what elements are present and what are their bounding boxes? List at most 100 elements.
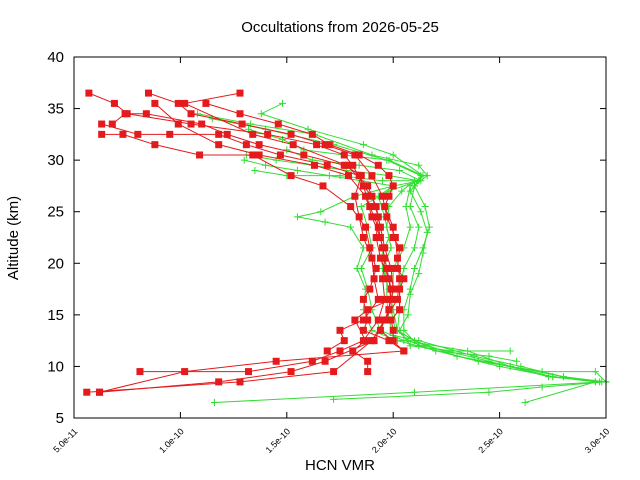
green-plus-point [387, 244, 395, 252]
red-square-point [372, 264, 380, 272]
red-square-point [389, 326, 397, 334]
red-square-point [144, 89, 152, 97]
green-plus-point [400, 264, 408, 272]
green-plus-point [304, 125, 312, 133]
green-plus-point [425, 223, 433, 231]
red-square-point [96, 388, 104, 396]
red-square-point [368, 192, 376, 200]
red-square-point [340, 161, 348, 169]
green-plus-point [485, 352, 493, 360]
red-square-point [287, 172, 295, 180]
red-square-point [374, 295, 382, 303]
red-square-point [374, 223, 382, 231]
green-plus-point [257, 110, 265, 118]
green-plus-point [398, 187, 406, 195]
red-square-point [359, 182, 367, 190]
y-axis: 5 10 15 20 25 30 35 40 [47, 49, 606, 427]
red-square-point [255, 151, 263, 159]
red-square-point [181, 99, 189, 107]
red-square-point [366, 244, 374, 252]
red-square-point [387, 295, 395, 303]
red-square-point [379, 192, 387, 200]
red-square-point [393, 254, 401, 262]
green-plus-point [410, 244, 418, 252]
red-square-point [389, 234, 397, 241]
green-plus-point [591, 368, 599, 376]
green-plus-point [406, 223, 414, 231]
red-square-point [340, 151, 348, 159]
red-square-point [174, 99, 182, 107]
red-square-point [376, 234, 384, 241]
red-square-point [359, 326, 367, 334]
green-plus-point [293, 213, 301, 221]
red-square-point [215, 130, 223, 138]
green-plus-point [410, 388, 418, 396]
red-square-point [359, 295, 367, 303]
red-square-point [255, 141, 263, 149]
red-square-point [364, 368, 372, 376]
red-square-point [308, 130, 316, 138]
red-square-point [385, 192, 393, 200]
red-square-point [276, 151, 284, 159]
red-square-point [362, 192, 370, 200]
green-plus-point [404, 311, 412, 319]
red-square-point [336, 347, 344, 355]
red-square-point [244, 368, 252, 376]
red-square-point [383, 213, 391, 221]
red-square-point [355, 151, 363, 159]
green-plus-point [317, 208, 325, 216]
green-plus-point [357, 203, 365, 211]
red-square-point [355, 213, 363, 221]
red-square-point [370, 275, 378, 283]
red-square-point [389, 223, 397, 231]
red-square-point [319, 182, 327, 190]
red-square-point [236, 110, 244, 118]
red-square-point [387, 285, 395, 293]
green-plus-point [432, 347, 440, 355]
green-plus-point [404, 337, 412, 345]
green-plus-point [251, 166, 259, 174]
red-square-point [336, 326, 344, 334]
green-plus-point [417, 208, 425, 216]
green-plus-point [485, 388, 493, 396]
red-square-point [85, 89, 93, 97]
red-square-point [400, 347, 408, 355]
red-square-point [345, 172, 353, 180]
red-square-point [396, 244, 404, 252]
red-square-point [349, 161, 357, 169]
green-plus-point [453, 352, 461, 360]
red-square-point [347, 203, 355, 211]
red-square-point [368, 213, 376, 221]
red-square-point [374, 161, 382, 169]
red-square-point [381, 254, 389, 262]
red-square-point [376, 254, 384, 262]
red-square-point [289, 141, 297, 149]
red-square-point [323, 347, 331, 355]
red-square-point [340, 337, 348, 345]
y-tick-label: 10 [47, 358, 64, 375]
red-square-point [396, 306, 404, 314]
red-square-point [387, 316, 395, 324]
green-plus-point [383, 223, 391, 231]
y-axis-label: Altitude (km) [5, 196, 22, 280]
red-square-point [136, 368, 144, 376]
red-square-point [370, 337, 378, 345]
y-tick-label: 35 [47, 101, 64, 118]
green-plus-point [355, 161, 363, 169]
red-square-point [330, 368, 338, 376]
red-square-point [287, 130, 295, 138]
red-square-point [393, 295, 401, 303]
red-square-point [372, 203, 380, 211]
red-square-point [215, 141, 223, 149]
red-square-point [366, 285, 374, 293]
red-square-point [198, 120, 206, 128]
green-plus-point [496, 362, 504, 370]
green-plus-point [193, 110, 201, 118]
red-square-point [381, 295, 389, 303]
green-plus-point [521, 399, 529, 407]
green-plus-point [415, 161, 423, 169]
green-plus-point [549, 373, 557, 381]
green-plus-point [368, 326, 376, 334]
red-square-point [287, 368, 295, 376]
